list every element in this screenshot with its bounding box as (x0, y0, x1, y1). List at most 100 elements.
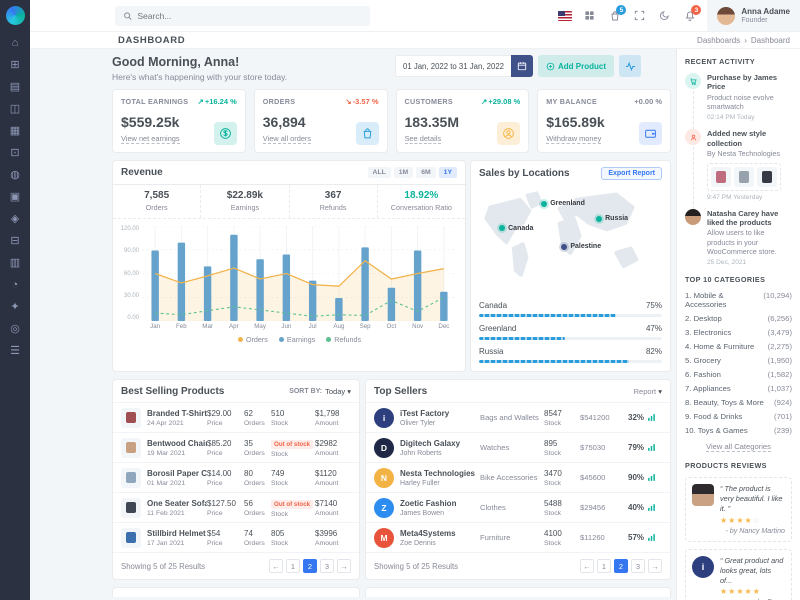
seller-name-link[interactable]: Zoetic Fashion (400, 498, 457, 508)
sidebar-nav-icon[interactable]: ▦ (9, 125, 21, 137)
section-header: PRODUCTS REVIEWS (685, 461, 767, 471)
date-range-group: 01 Jan, 2022 to 31 Jan, 2022 (394, 55, 533, 77)
report-dropdown[interactable]: Report ▾ (633, 387, 662, 396)
page-button[interactable]: 1 (597, 559, 611, 573)
view-all-categories-link[interactable]: View all Categories (706, 442, 771, 453)
seller-name-link[interactable]: Digitech Galaxy (400, 438, 461, 448)
page-button[interactable]: 2 (614, 559, 628, 573)
page-button[interactable]: 2 (303, 559, 317, 573)
view-all-orders-link[interactable]: View all orders (262, 134, 312, 144)
category-name[interactable]: 5. Grocery (685, 356, 721, 366)
page-button[interactable]: 1 (286, 559, 300, 573)
world-map-shapes (484, 191, 639, 277)
y-tick: 60.00 (123, 270, 139, 277)
seller-name-link[interactable]: iTest Factory (400, 408, 450, 418)
seller-name-link[interactable]: Nesta Technologies (400, 468, 475, 478)
price-value: $29.00 (207, 408, 232, 418)
activity-title[interactable]: Natasha Carey have liked the products (707, 208, 779, 227)
sidebar-nav-icon[interactable]: ⌂ (11, 37, 19, 49)
sidebar-nav-icon[interactable]: ▥ (9, 257, 21, 269)
category-name[interactable]: 6. Fashion (685, 370, 721, 380)
x-tick: Apr (229, 323, 239, 330)
global-search[interactable] (115, 5, 370, 26)
seller-name-link[interactable]: Meta4Systems (400, 528, 456, 538)
sidebar-nav-icon[interactable]: ◈ (10, 213, 20, 225)
calendar-button[interactable] (511, 55, 533, 77)
fullscreen-button[interactable] (627, 0, 652, 31)
page-button[interactable]: 3 (631, 559, 645, 573)
dollar-circle-icon (219, 128, 231, 139)
app-logo-icon[interactable] (5, 6, 25, 25)
dark-mode-button[interactable] (652, 0, 677, 31)
prev-page-button[interactable]: ← (269, 559, 283, 573)
stock-value: 805 (271, 528, 285, 538)
next-page-button[interactable]: → (648, 559, 662, 573)
sidebar-nav-icon[interactable]: ☰ (10, 345, 20, 357)
category-name[interactable]: 9. Food & Drinks (685, 412, 743, 422)
sidebar-nav-icon[interactable]: ▣ (9, 191, 21, 203)
sidebar-nav-icon[interactable]: ◎ (10, 323, 20, 335)
best-selling-title: Best Selling Products (121, 386, 225, 397)
sidebar-nav-icon[interactable]: ◔ (11, 279, 19, 291)
product-name-link[interactable]: Stillbird Helmet (147, 528, 206, 538)
product-thumbnail[interactable] (734, 166, 754, 187)
category-name[interactable]: 3. Electronics (685, 328, 732, 338)
product-name-link[interactable]: Borosil Paper Cup (147, 468, 207, 478)
sort-by-dropdown[interactable]: Today ▾ (325, 387, 351, 396)
cart-button[interactable]: 5 (602, 0, 627, 31)
bar-chart-icon (648, 414, 655, 421)
marker-dot-icon (499, 225, 506, 232)
range-button[interactable]: 1M (393, 167, 414, 178)
activity-title[interactable]: Added new style collection (707, 129, 767, 148)
sidebar-nav-icon[interactable]: ⊡ (10, 147, 20, 159)
see-details-link[interactable]: See details (404, 134, 442, 144)
y-tick: 0.00 (127, 315, 139, 321)
next-page-button[interactable]: → (337, 559, 351, 573)
product-name-link[interactable]: One Seater Sofa (147, 498, 207, 508)
activity-pulse-button[interactable] (619, 55, 641, 77)
language-flag-button[interactable] (552, 0, 577, 31)
product-name-link[interactable]: Branded T-Shirts (147, 408, 207, 418)
sidebar-nav-icon[interactable]: ◫ (9, 103, 21, 115)
page-button[interactable]: 3 (320, 559, 334, 573)
range-button[interactable]: 6M (416, 167, 436, 178)
view-net-earnings-link[interactable]: View net earnings (121, 134, 180, 144)
notifications-button[interactable]: 3 (677, 0, 702, 31)
category-name[interactable]: 7. Appliances (685, 384, 731, 394)
product-name-link[interactable]: Bentwood Chair (147, 438, 207, 448)
add-product-button[interactable]: Add Product (538, 55, 614, 77)
sidebar-nav-icon[interactable]: ▤ (9, 81, 21, 93)
seller-category: Watches (480, 443, 510, 452)
seller-owner: James Bowen (400, 509, 444, 517)
activity-title[interactable]: Purchase by James Price (707, 73, 778, 92)
search-input[interactable] (137, 10, 362, 21)
breadcrumb-parent[interactable]: Dashboards (697, 35, 741, 45)
review-author: - by Nancy Martino (725, 526, 785, 535)
export-report-button[interactable]: Export Report (601, 167, 662, 180)
range-button[interactable]: 1Y (438, 167, 457, 178)
arrow-up-right-icon: ↗ (481, 97, 488, 106)
category-name[interactable]: 10. Toys & Games (685, 426, 748, 436)
date-range-input[interactable]: 01 Jan, 2022 to 31 Jan, 2022 (394, 55, 511, 77)
range-button[interactable]: ALL (367, 167, 391, 178)
category-name[interactable]: 8. Beauty, Toys & More (685, 398, 764, 408)
product-thumbnail[interactable] (711, 166, 731, 187)
stat-label: ORDERS (262, 97, 296, 106)
product-thumbnail[interactable] (757, 166, 777, 187)
sidebar-nav-icon[interactable]: ◍ (10, 169, 20, 181)
notifications-count-badge: 3 (691, 5, 702, 15)
category-name[interactable]: 2. Desktop (685, 314, 722, 324)
stock-value: Out of stock (271, 499, 314, 509)
sidebar-nav-icon[interactable]: ⊞ (10, 59, 20, 71)
orders-value: 35 (244, 438, 253, 448)
category-name[interactable]: 1. Mobile & Accessories (685, 291, 727, 310)
sidebar-nav-icon[interactable]: ✦ (10, 301, 20, 313)
prev-page-button[interactable]: ← (580, 559, 594, 573)
apps-grid-button[interactable] (577, 0, 602, 31)
user-menu[interactable]: Anna Adame Founder (707, 0, 800, 31)
category-name[interactable]: 4. Home & Furniture (685, 342, 755, 352)
marker-dot-icon (596, 215, 603, 222)
withdraw-money-link[interactable]: Withdraw money (546, 134, 602, 144)
section-header: RECENT ACTIVITY (685, 57, 756, 66)
sidebar-nav-icon[interactable]: ⊟ (10, 235, 20, 247)
